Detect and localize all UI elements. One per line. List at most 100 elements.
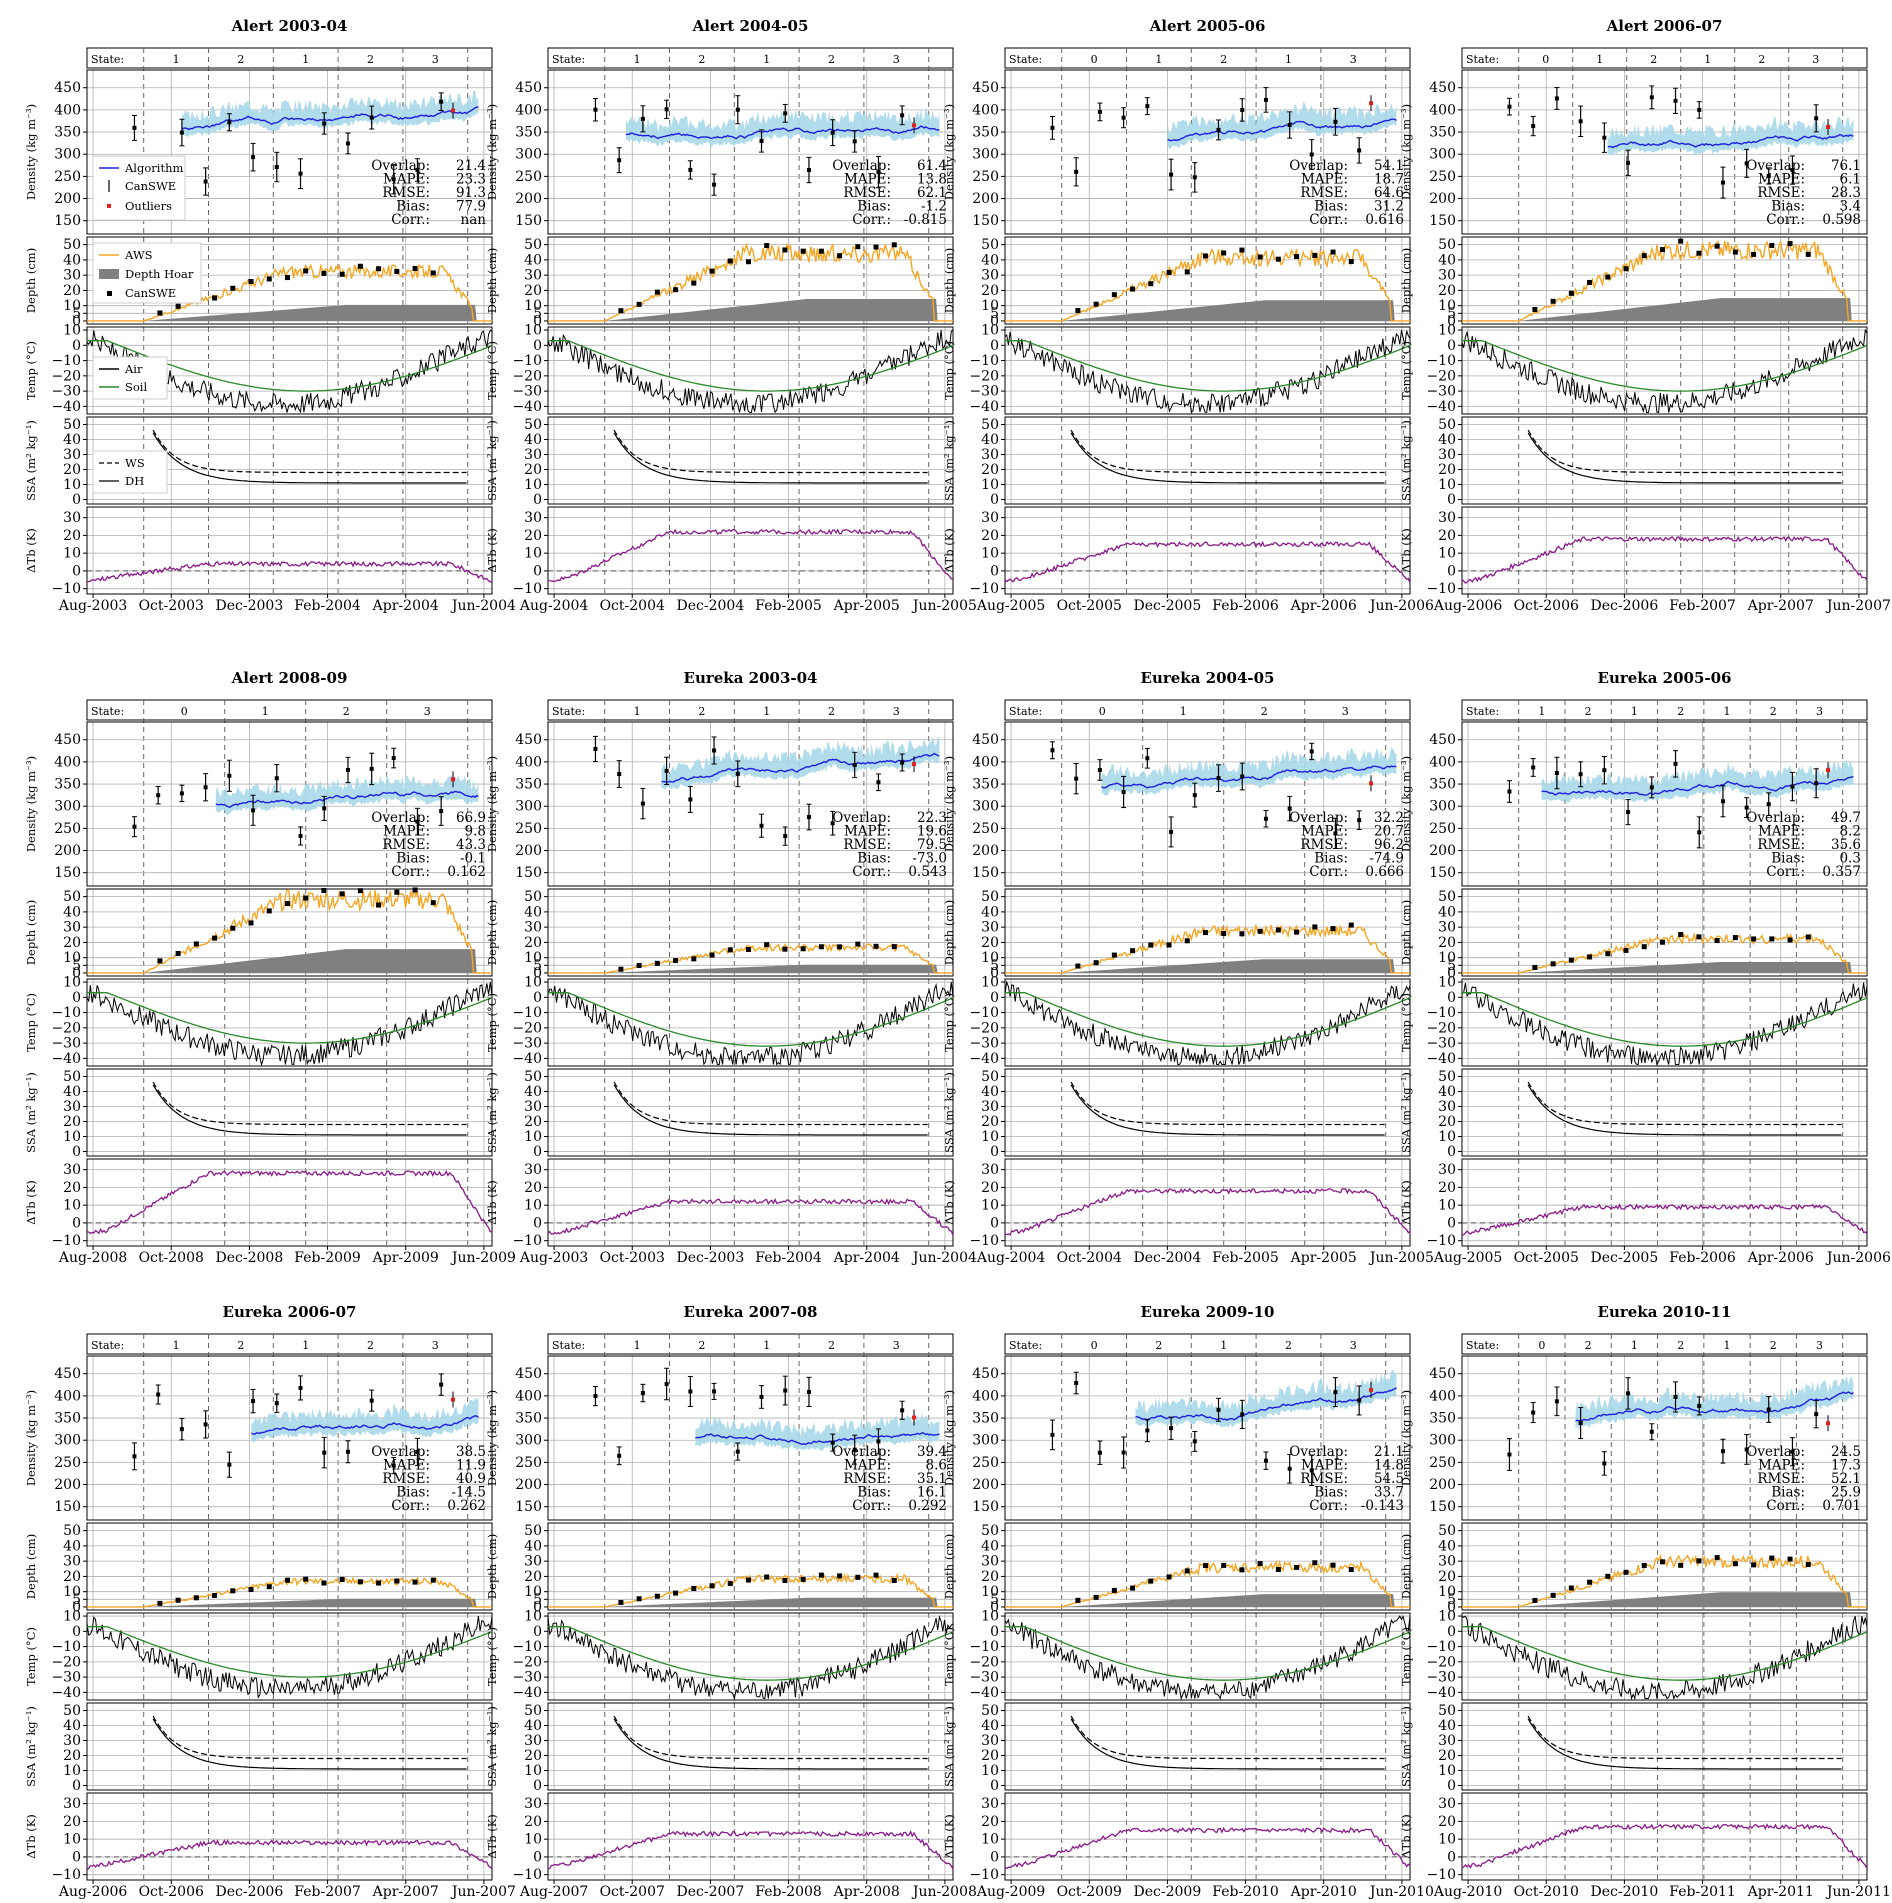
y-axis-label: ΔTb (K) [942,1180,956,1225]
y-tick-label: 30 [1438,1796,1456,1812]
canswe-marker [712,748,717,753]
outlier-marker [451,108,456,113]
state-value: 3 [893,53,900,66]
x-tick-label: Oct-2003 [600,1250,665,1266]
x-tick-label: Oct-2004 [600,598,665,614]
state-label: State: [91,1339,124,1352]
canswe-depth-marker [1623,947,1629,953]
dtb-panel: −10 010 20 30 ΔTb (K) [485,506,954,597]
stat-name: Bias: [1771,1485,1805,1501]
y-tick-label: −30 [512,1036,542,1052]
y-tick-label: 10 [1438,1832,1456,1848]
y-tick-label: 30 [981,1733,999,1749]
canswe-depth-marker [1623,266,1629,272]
y-axis-label: ΔTb (K) [1399,1814,1413,1859]
canswe-marker [1287,122,1292,127]
x-tick-label: Oct-2004 [1057,1250,1122,1266]
stat-name: Bias: [396,199,430,215]
canswe-depth-marker [303,895,309,901]
canswe-marker [830,821,835,826]
y-tick-label: 200 [54,1477,81,1493]
canswe-depth-marker [1587,1579,1593,1585]
outlier-marker [451,1397,456,1402]
y-tick-label: 40 [63,904,81,920]
canswe-depth-marker [1732,1561,1738,1567]
canswe-depth-marker [691,1585,697,1591]
canswe-depth-marker [764,1574,770,1580]
legend-label: Soil [125,380,147,394]
canswe-depth-marker [157,310,163,316]
state-value: 2 [1677,1339,1684,1352]
canswe-marker [664,107,669,112]
stat-name: Corr.: [852,1498,891,1514]
ws-ssa-line [152,1715,467,1760]
y-tick-label: −20 [512,1654,542,1670]
y-tick-label: −10 [512,1005,542,1021]
air-temp-line [1461,1615,1868,1701]
y-tick-label: 0 [533,492,542,508]
ws-ssa-line [613,429,928,474]
y-tick-label: 0 [990,492,999,508]
chart-title: Eureka 2003-04 [684,669,818,687]
stat-value: 31.2 [1374,199,1404,215]
canswe-marker [1766,1407,1771,1412]
state-value: 0 [1091,1339,1098,1352]
stat-value: 0.357 [1822,864,1861,880]
dtb-panel: −10 010 20 30 ΔTb (K) [942,506,1411,597]
y-tick-label: 40 [1438,1538,1456,1554]
x-tick-label: Oct-2008 [139,1250,204,1266]
y-tick-label: 450 [515,80,542,96]
y-tick-label: 0 [72,965,81,981]
canswe-marker [1531,124,1536,129]
algorithm-line [1135,1387,1397,1422]
stat-value: -0.815 [904,212,947,228]
canswe-marker [664,1382,669,1387]
y-axis-label: SSA (m² kg⁻¹) [942,420,956,501]
y-tick-label: −10 [512,1867,542,1883]
canswe-marker [1263,97,1268,102]
soil-temp-line [1462,992,1868,1047]
state-value: 1 [1596,53,1603,66]
stat-value: 23.3 [456,172,486,188]
air-temp-line [1004,980,1411,1065]
y-tick-label: −30 [51,1036,81,1052]
canswe-depth-marker [1787,241,1793,247]
state-bar [86,1333,493,1355]
canswe-marker [1720,180,1725,185]
y-tick-label: 5 [1447,1592,1456,1608]
canswe-marker [251,808,256,813]
y-tick-label: 10 [1438,1129,1456,1145]
y-tick-label: 20 [981,935,999,951]
canswe-depth-marker [1587,954,1593,960]
algorithm-line [215,790,479,808]
canswe-marker [1744,1447,1749,1452]
y-tick-label: 300 [54,1433,81,1449]
canswe-marker [1240,1412,1245,1417]
dh-ssa-line [613,1084,928,1136]
stat-name: MAPE: [844,1458,891,1474]
y-tick-label: 0 [990,1599,999,1615]
canswe-depth-marker [1659,1559,1665,1565]
stat-name: RMSE: [1757,185,1805,201]
depth-hoar-area [548,299,953,321]
canswe-depth-marker [1166,942,1172,948]
chart-title: Eureka 2009-10 [1141,1303,1275,1321]
canswe-marker [1697,830,1702,835]
canswe-depth-marker [1714,243,1720,249]
x-tick-label: Apr-2009 [372,1250,439,1266]
canswe-marker [1121,1450,1126,1455]
canswe-marker [1507,104,1512,109]
x-tick-label: Jun-2010 [1368,1884,1434,1899]
canswe-depth-marker [1641,253,1647,259]
y-tick-label: −30 [969,384,999,400]
dtb-panel: −10 010 20 30 ΔTb (K) [1399,1792,1868,1883]
canswe-points [131,1373,444,1478]
x-tick-label: Jun-2005 [1368,1250,1434,1266]
y-tick-label: 20 [63,1114,81,1130]
canswe-depth-marker [1148,281,1154,287]
canswe-points [1049,741,1362,850]
canswe-marker [1673,761,1678,766]
canswe-marker [345,1449,350,1454]
canswe-depth-marker [1751,936,1757,942]
